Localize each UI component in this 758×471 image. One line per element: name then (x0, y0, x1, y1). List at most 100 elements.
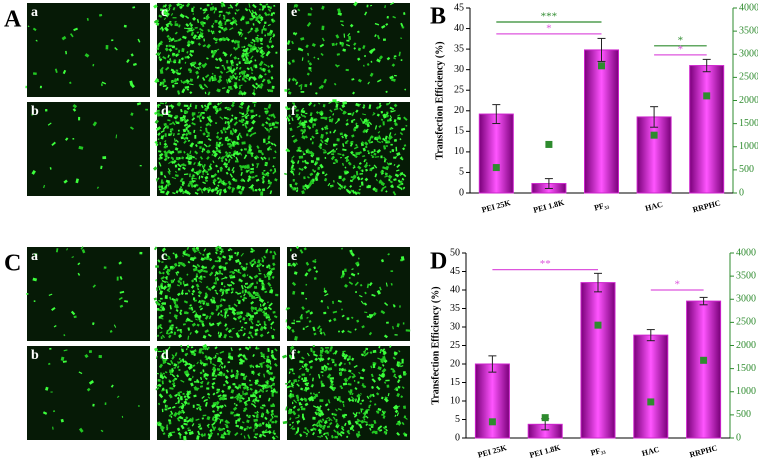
cell (92, 404, 94, 407)
cell (263, 139, 266, 143)
y-tick-label: 5 (455, 414, 460, 425)
cell (235, 160, 239, 162)
cell (219, 142, 221, 145)
cell (293, 179, 295, 182)
cell (168, 45, 172, 47)
cell (347, 358, 349, 360)
cell (230, 66, 231, 70)
y2-tick-label: 1500 (736, 363, 756, 374)
cell (269, 40, 272, 43)
cell (294, 320, 295, 322)
cell (181, 136, 184, 139)
cell (188, 28, 192, 30)
y-tick-label: 45 (450, 266, 460, 277)
cell (388, 179, 390, 181)
y2-tick-label: 500 (736, 409, 751, 420)
cell (322, 171, 325, 174)
cell (274, 126, 278, 128)
cell (199, 427, 202, 429)
cell (161, 376, 163, 378)
cell (383, 39, 386, 41)
cell (194, 135, 196, 139)
bar (585, 50, 619, 193)
cell (175, 165, 177, 168)
cell (180, 282, 182, 285)
cell (267, 275, 270, 277)
cell (165, 158, 167, 161)
cell (345, 141, 348, 144)
cell (237, 44, 239, 48)
cell (49, 348, 51, 350)
cell (168, 329, 169, 331)
cell (330, 131, 332, 133)
cell (215, 67, 216, 69)
cell (173, 17, 177, 18)
cell (259, 9, 261, 11)
cell (401, 59, 403, 61)
cell (210, 7, 213, 11)
y2-tick-label: 2500 (736, 317, 756, 328)
cell (249, 384, 252, 386)
cell (215, 122, 217, 124)
image-label: d (161, 348, 169, 363)
cell (215, 260, 219, 262)
mfi-marker (651, 132, 658, 139)
cell (228, 86, 232, 89)
cell (239, 61, 241, 64)
cell (178, 168, 180, 170)
cell (227, 422, 229, 424)
cell (208, 102, 211, 105)
cell (303, 328, 305, 330)
mfi-marker (595, 322, 602, 329)
y-tick-label: 45 (454, 2, 464, 13)
cell (288, 89, 290, 91)
cell (193, 405, 195, 408)
cell (245, 428, 248, 429)
cell (228, 353, 231, 356)
significance-text: * (546, 22, 552, 34)
cell (404, 434, 407, 437)
y2-tick-label: 1000 (739, 141, 758, 152)
cell (206, 303, 210, 306)
cell (160, 298, 163, 300)
cell (366, 5, 368, 8)
cell (186, 127, 188, 130)
cell (311, 160, 314, 163)
cell (245, 21, 249, 24)
x-tick-label: PF₃₃ (590, 445, 607, 458)
cell (191, 8, 193, 12)
cell (189, 174, 190, 178)
cell (391, 149, 394, 152)
x-tick-label: HAC (644, 200, 664, 213)
cell (255, 433, 258, 435)
bar (581, 283, 615, 438)
cell (297, 427, 299, 432)
cell (224, 311, 227, 314)
cell (199, 141, 203, 144)
cell (316, 157, 319, 160)
panel-label: A (4, 7, 22, 33)
cell (202, 149, 205, 151)
cell (350, 389, 353, 393)
cell (403, 406, 406, 409)
cell (255, 65, 258, 69)
mfi-marker (542, 414, 549, 421)
cell (390, 144, 392, 146)
cell (404, 373, 407, 375)
cell (301, 408, 305, 411)
cell (211, 175, 214, 178)
cell (217, 177, 219, 179)
panel-label: D (430, 249, 447, 275)
bar (634, 335, 668, 438)
cell (310, 138, 312, 140)
y2-tick-label: 1000 (736, 386, 756, 397)
cell (271, 392, 273, 396)
y-tick-label: 40 (454, 23, 464, 34)
cell (355, 291, 357, 293)
cell (33, 72, 37, 75)
cell (319, 399, 323, 402)
y-tick-label: 30 (450, 321, 460, 332)
cell (256, 282, 258, 285)
cell (178, 369, 180, 371)
cell (45, 109, 47, 111)
